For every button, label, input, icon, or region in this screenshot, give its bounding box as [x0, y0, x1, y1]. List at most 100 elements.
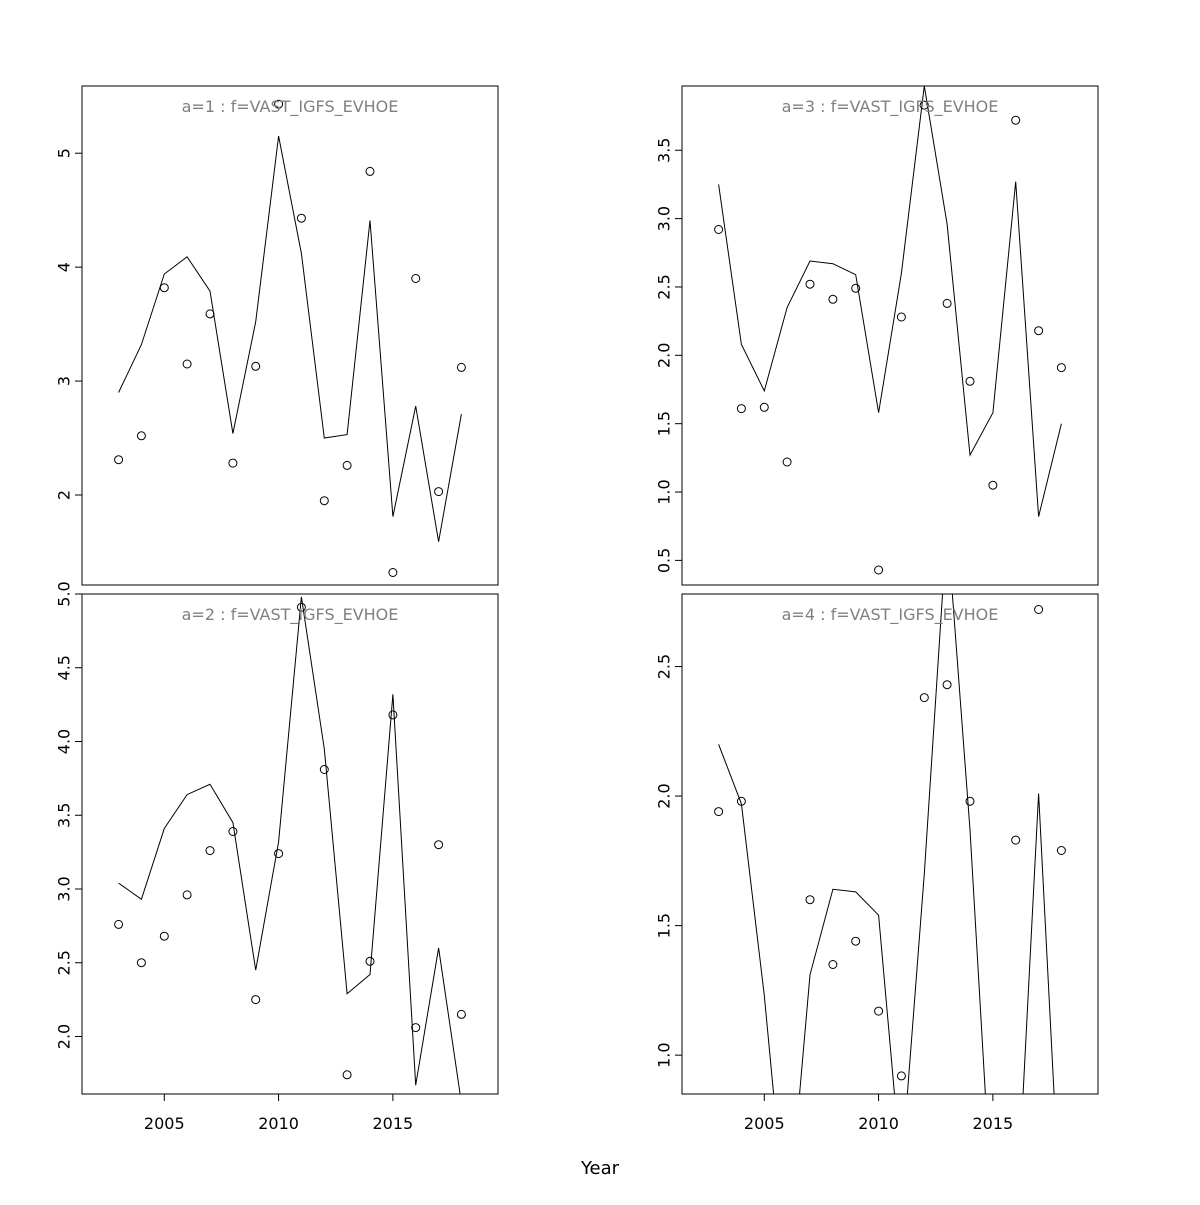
observed-point	[714, 807, 724, 817]
observed-point	[805, 279, 815, 289]
x-axis-title: Year	[580, 1158, 620, 1179]
observed-point	[782, 457, 792, 467]
y-tick-label: 5.0	[55, 581, 74, 606]
observed-point	[1034, 605, 1044, 614]
observed-point	[411, 274, 421, 283]
y-tick-label: 0.5	[655, 548, 674, 573]
fitted-line	[118, 136, 462, 542]
y-tick-label: 4	[55, 262, 74, 272]
observed-point	[942, 298, 952, 308]
observed-point	[714, 225, 724, 234]
observed-point	[228, 827, 238, 836]
observed-point	[896, 312, 906, 322]
observed-point	[919, 693, 929, 703]
y-tick-label: 5	[55, 148, 74, 158]
y-tick-label: 1.0	[655, 479, 674, 504]
observed-point	[251, 361, 261, 371]
fitted-line	[718, 86, 1062, 517]
observed-point	[919, 100, 929, 110]
observed-point	[874, 1006, 884, 1016]
observed-point	[388, 568, 398, 577]
y-tick-label: 3.5	[655, 138, 674, 163]
y-tick-label: 3.0	[55, 876, 74, 901]
observed-point	[228, 458, 238, 468]
observed-point	[1034, 326, 1044, 336]
y-tick-label: 2.5	[655, 654, 674, 679]
plot-frame	[681, 85, 1099, 586]
y-tick-label: 3	[55, 376, 74, 386]
y-tick-label: 2.5	[55, 950, 74, 975]
y-tick-label: 3.0	[655, 206, 674, 231]
observed-point	[965, 796, 975, 806]
y-tick-label: 1.0	[655, 1042, 674, 1067]
y-tick-label: 2	[55, 490, 74, 500]
x-tick-label: 2010	[858, 1114, 899, 1133]
observed-point	[274, 849, 284, 859]
observed-point	[365, 166, 375, 176]
observed-point	[319, 496, 329, 506]
observed-point	[251, 995, 261, 1005]
observed-point	[965, 376, 975, 386]
observed-point	[274, 99, 284, 109]
observed-point	[296, 602, 306, 612]
y-tick-label: 2.0	[655, 343, 674, 368]
observed-point	[114, 919, 124, 929]
observed-point	[828, 294, 838, 304]
observed-point	[434, 840, 444, 850]
y-tick-label: 1.5	[655, 411, 674, 436]
observed-point	[851, 283, 861, 293]
y-tick-label: 1.5	[655, 913, 674, 938]
y-tick-label: 2.0	[55, 1024, 74, 1049]
observed-point	[434, 487, 444, 497]
observed-point	[805, 895, 815, 905]
observed-point	[296, 213, 306, 223]
x-tick-label: 2015	[972, 1114, 1013, 1133]
observed-point	[365, 956, 375, 966]
panel-title: a=4 : f=VAST_IGFS_EVHOE	[782, 605, 999, 625]
observed-point	[874, 565, 884, 575]
plot-frame	[681, 593, 1099, 1095]
observed-point	[342, 460, 352, 470]
x-tick-label: 2005	[744, 1114, 785, 1133]
observed-point	[182, 359, 192, 369]
observed-point	[942, 680, 952, 690]
observed-point	[1056, 846, 1066, 855]
y-tick-label: 4.5	[55, 655, 74, 680]
plot-frame	[81, 593, 499, 1095]
x-tick-label: 2005	[144, 1114, 185, 1133]
observed-point	[136, 431, 146, 441]
observed-point	[182, 890, 192, 900]
panel-title: a=1 : f=VAST_IGFS_EVHOE	[182, 97, 399, 117]
y-tick-label: 2.5	[655, 274, 674, 299]
observed-point	[1011, 115, 1021, 125]
panel-1: 2 3 4 5 a=1 : f=VAST_IGFS_EVHOE	[55, 85, 499, 586]
observed-point	[114, 455, 124, 465]
observed-point	[136, 958, 146, 968]
panel-4: 1.0 1.5 2.0 2.5 2005 2010 2015 a=4 : f=VAST_IGF…	[655, 593, 1099, 1133]
observed-point	[896, 1071, 906, 1081]
observed-point	[456, 362, 466, 372]
observed-point	[159, 283, 169, 293]
y-tick-label: 2.0	[655, 783, 674, 808]
y-tick-label: 4.0	[55, 729, 74, 754]
observed-point	[159, 931, 169, 941]
panel-3: 2.0 2.5 3.0 3.5 4.0 4.5 5.0 2005 2010 2015 a=2 : f…	[55, 581, 499, 1133]
observed-point	[1056, 363, 1066, 373]
y-tick-label: 3.5	[55, 803, 74, 828]
fitted-line	[718, 594, 1055, 1094]
observed-point	[205, 846, 215, 856]
x-tick-label: 2015	[372, 1114, 413, 1133]
panel-title: a=2 : f=VAST_IGFS_EVHOE	[182, 605, 399, 625]
observed-point	[411, 1023, 421, 1033]
observed-point	[759, 402, 769, 412]
x-tick-label: 2010	[258, 1114, 299, 1133]
observed-point	[319, 765, 329, 774]
observed-point	[851, 936, 861, 946]
observed-point	[1011, 835, 1021, 845]
observed-point	[988, 480, 998, 490]
plot-frame	[81, 85, 499, 586]
observed-point	[736, 404, 746, 414]
panel-2: 0.5 1.0 1.5 2.0 2.5 3.0 3.5 a=3 : f=VAST_IGFS_E…	[655, 85, 1099, 586]
